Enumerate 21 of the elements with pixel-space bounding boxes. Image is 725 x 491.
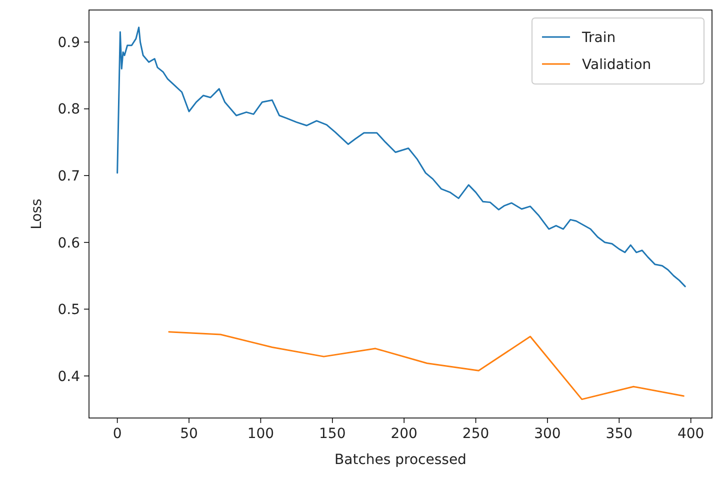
x-tick-label: 400 [677,426,704,442]
y-tick-label: 0.6 [58,235,80,252]
x-tick-label: 250 [462,426,490,442]
y-axis-title: Loss [29,198,45,230]
x-tick-label: 100 [247,426,274,442]
y-tick-label: 0.8 [58,102,80,118]
line-series [116,26,686,288]
x-tick-label: 150 [319,426,346,442]
line-series [168,331,684,400]
x-tick-label: 0 [112,426,122,442]
legend-label: Train [581,30,616,46]
x-axis-title: Batches processed [334,452,466,468]
x-tick-label: 50 [180,426,198,442]
x-tick-label: 350 [606,426,633,442]
x-tick-label: 200 [390,426,418,442]
y-tick-label: 0.5 [58,302,80,318]
x-tick-label: 300 [534,426,561,442]
y-tick-label: 0.4 [58,368,80,385]
y-tick-label: 0.7 [58,168,80,185]
legend-label: Validation [582,56,652,73]
y-tick-label: 0.9 [58,34,80,51]
